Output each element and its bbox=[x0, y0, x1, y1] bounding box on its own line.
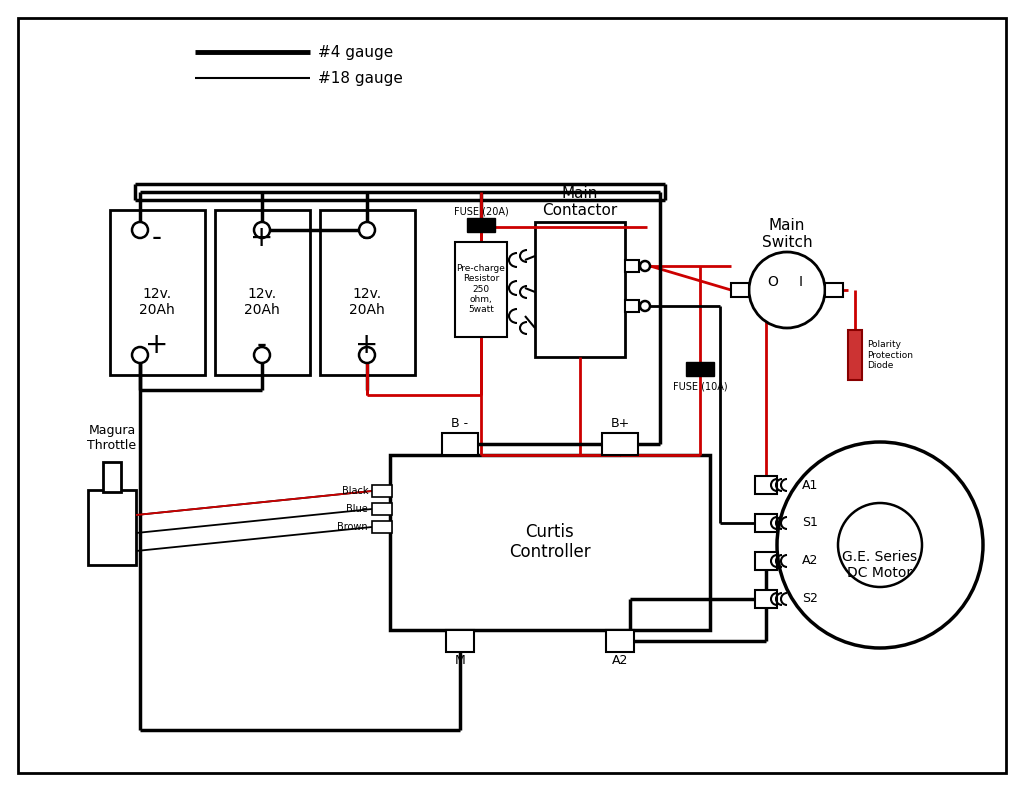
Text: Curtis
Controller: Curtis Controller bbox=[509, 523, 591, 562]
Text: +: + bbox=[355, 331, 379, 359]
Circle shape bbox=[838, 503, 922, 587]
Text: S2: S2 bbox=[802, 592, 818, 605]
Text: 12v.
20Ah: 12v. 20Ah bbox=[349, 287, 385, 317]
Circle shape bbox=[777, 442, 983, 648]
Bar bbox=[825, 283, 843, 297]
Bar bbox=[88, 490, 136, 565]
Bar bbox=[755, 476, 777, 494]
Bar bbox=[110, 210, 205, 375]
Bar bbox=[455, 242, 507, 337]
Circle shape bbox=[749, 252, 825, 328]
Circle shape bbox=[254, 347, 270, 363]
Text: A1: A1 bbox=[802, 479, 818, 491]
Bar bbox=[755, 552, 777, 570]
Text: Polarity
Protection
Diode: Polarity Protection Diode bbox=[867, 340, 913, 370]
Text: Brown: Brown bbox=[337, 522, 368, 532]
Bar bbox=[535, 222, 625, 357]
Text: S1: S1 bbox=[802, 517, 818, 529]
Bar bbox=[625, 260, 639, 272]
Text: +: + bbox=[250, 224, 273, 252]
Text: B+: B+ bbox=[610, 417, 630, 430]
Bar bbox=[606, 630, 634, 652]
Circle shape bbox=[132, 222, 148, 238]
Bar bbox=[467, 218, 495, 232]
Text: 12v.
20Ah: 12v. 20Ah bbox=[244, 287, 280, 317]
Text: 12v.
20Ah: 12v. 20Ah bbox=[139, 287, 175, 317]
Bar bbox=[442, 433, 478, 455]
Text: B -: B - bbox=[452, 417, 469, 430]
Bar bbox=[390, 455, 710, 630]
Bar bbox=[446, 630, 474, 652]
Text: -: - bbox=[257, 331, 267, 359]
Text: #4 gauge: #4 gauge bbox=[318, 44, 393, 59]
Text: +: + bbox=[145, 331, 169, 359]
Text: #18 gauge: #18 gauge bbox=[318, 70, 402, 85]
Text: -: - bbox=[362, 224, 372, 252]
Text: Magura
Throttle: Magura Throttle bbox=[87, 424, 136, 452]
Text: -: - bbox=[152, 224, 162, 252]
Bar bbox=[215, 210, 310, 375]
Circle shape bbox=[254, 222, 270, 238]
Text: I: I bbox=[799, 275, 803, 289]
Circle shape bbox=[359, 222, 375, 238]
Circle shape bbox=[359, 347, 375, 363]
Bar bbox=[755, 590, 777, 608]
Circle shape bbox=[132, 347, 148, 363]
Text: G.E. Series
DC Motor: G.E. Series DC Motor bbox=[843, 550, 918, 580]
Bar bbox=[686, 362, 714, 376]
Bar bbox=[602, 433, 638, 455]
Text: A2: A2 bbox=[802, 554, 818, 567]
Text: O: O bbox=[768, 275, 778, 289]
Text: Main
Contactor: Main Contactor bbox=[543, 186, 617, 218]
Circle shape bbox=[640, 301, 650, 311]
Text: FUSE (20A): FUSE (20A) bbox=[454, 206, 508, 216]
Text: FUSE (10A): FUSE (10A) bbox=[673, 381, 727, 391]
Bar bbox=[321, 210, 415, 375]
Text: Main
Switch: Main Switch bbox=[762, 218, 812, 250]
Text: Blue: Blue bbox=[346, 504, 368, 514]
Bar bbox=[755, 514, 777, 532]
Circle shape bbox=[640, 261, 650, 271]
Bar bbox=[372, 503, 392, 515]
Bar bbox=[625, 300, 639, 312]
Text: M: M bbox=[455, 653, 465, 667]
Bar bbox=[848, 330, 862, 380]
Text: Pre-charge
Resistor
250
ohm,
5watt: Pre-charge Resistor 250 ohm, 5watt bbox=[457, 263, 506, 314]
Bar bbox=[372, 521, 392, 533]
Bar bbox=[731, 283, 749, 297]
Bar bbox=[372, 485, 392, 497]
Text: A2: A2 bbox=[611, 653, 628, 667]
Bar bbox=[103, 462, 121, 492]
Text: Black: Black bbox=[341, 486, 368, 496]
